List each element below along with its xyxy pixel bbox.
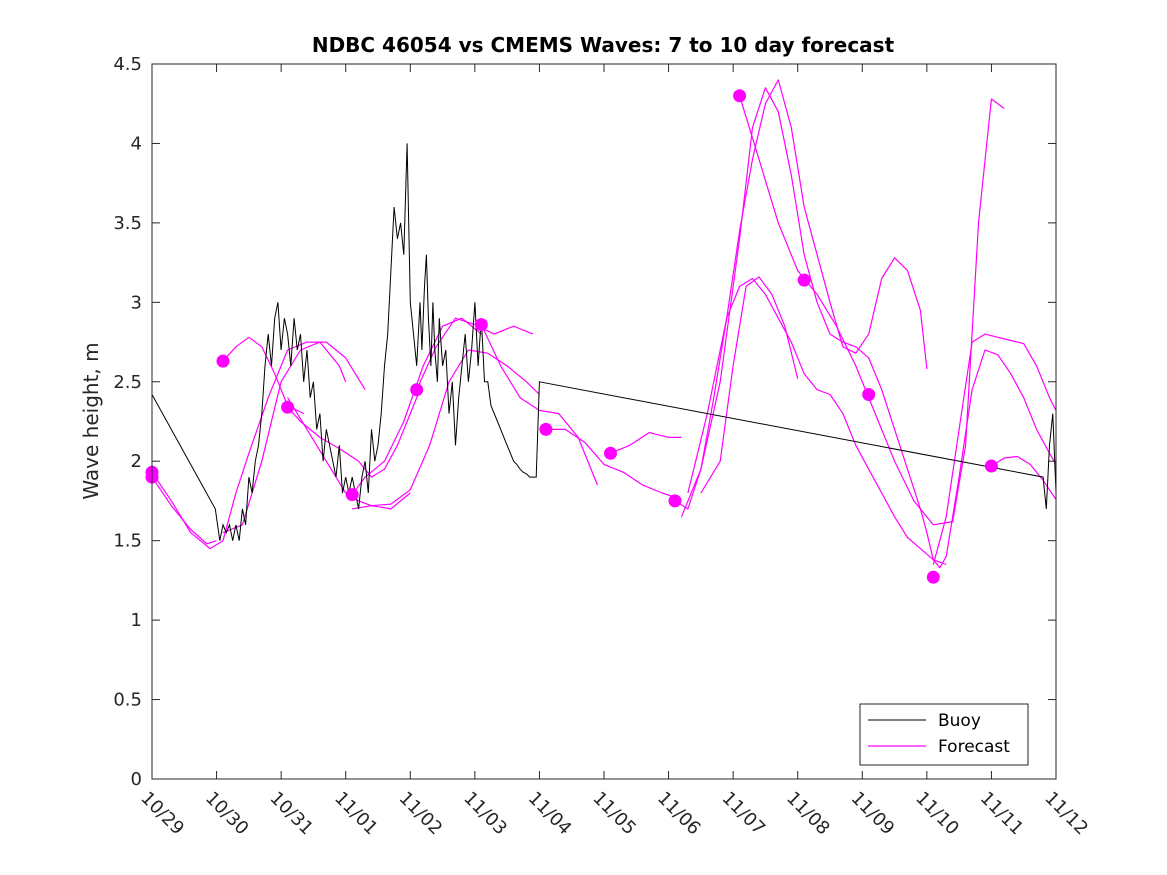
plot-area (145, 79, 1057, 584)
forecast-line (545, 428, 682, 500)
forecast-line (287, 389, 421, 478)
forecast-line (610, 432, 682, 454)
forecast-line (700, 276, 799, 494)
forecast-marker (733, 89, 747, 103)
forecast-line (680, 87, 1057, 569)
forecast-marker (668, 494, 682, 508)
y-tick-label: 1.5 (113, 531, 142, 552)
forecast-line (674, 79, 928, 510)
forecast-marker (474, 318, 488, 332)
forecast-marker (539, 422, 553, 436)
y-tick-label: 3.5 (113, 213, 142, 234)
legend-forecast-label: Forecast (938, 737, 1010, 757)
legend: Buoy Forecast (859, 703, 1029, 766)
chart-title: NDBC 46054 vs CMEMS Waves: 7 to 10 day f… (312, 33, 895, 57)
y-axis: 0 0.5 1 1.5 2 2.5 3 3.5 4 4.5 (113, 54, 1056, 790)
forecast-marker (216, 354, 230, 368)
forecast-marker (984, 459, 998, 473)
y-tick-label: 2 (131, 451, 142, 472)
buoy-series (151, 143, 1057, 541)
forecast-marker (926, 570, 940, 584)
y-tick-label: 0.5 (113, 690, 142, 711)
forecast-line (352, 349, 540, 510)
forecast-marker (410, 383, 424, 397)
forecast-marker (862, 388, 876, 401)
legend-buoy-label: Buoy (938, 711, 981, 731)
forecast-line (991, 455, 1057, 500)
forecast-marker (604, 446, 617, 460)
y-axis-label: Wave height, m (79, 342, 103, 499)
y-tick-label: 4.5 (113, 54, 142, 75)
forecast-line (739, 95, 1005, 526)
forecast-markers (145, 89, 998, 584)
forecast-marker (281, 400, 295, 414)
forecast-line (222, 341, 366, 541)
buoy-line (151, 143, 1057, 541)
forecast-line (151, 471, 224, 550)
forecast-line (932, 333, 1057, 565)
legend-box (859, 703, 1029, 766)
y-tick-label: 3 (131, 292, 142, 313)
forecast-marker (797, 273, 811, 287)
forecast-marker (345, 488, 359, 502)
y-tick-label: 0 (131, 769, 142, 790)
y-tick-label: 1 (131, 610, 142, 631)
forecast-line (151, 476, 217, 545)
y-tick-label: 4 (131, 133, 142, 154)
forecast-line (687, 277, 947, 566)
y-tick-label: 2.5 (113, 372, 142, 393)
